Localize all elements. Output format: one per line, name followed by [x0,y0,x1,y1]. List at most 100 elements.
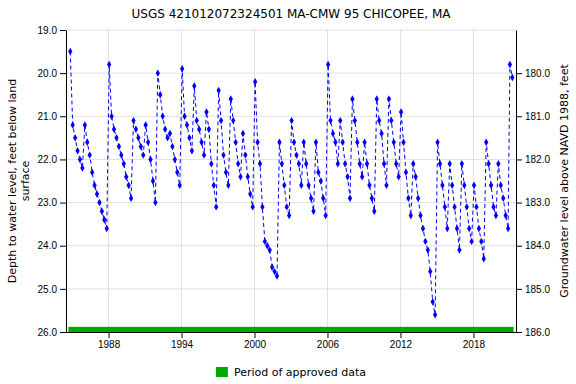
y-axis: 19.020.021.022.023.024.025.026.0 [38,25,67,338]
marker [243,151,247,158]
marker [297,160,301,167]
tick-label: 181.0 [525,111,550,122]
tick-label: 19.0 [38,25,58,36]
series-line [70,52,512,315]
marker [226,182,230,189]
marker [234,138,238,145]
marker [71,121,75,128]
tick-label: 2000 [244,339,267,350]
tick-mark [60,203,66,204]
marker [404,169,408,176]
marker [414,173,418,180]
marker [382,160,386,167]
marker [102,216,106,223]
tick-mark [60,332,66,333]
marker [360,173,364,180]
marker [153,199,157,206]
tick-mark [327,332,328,338]
marker [306,182,310,189]
y-axis-label-line: Depth to water level, feet below land [6,79,19,284]
grid-line-y [66,73,516,74]
tick-label: 185.0 [525,284,550,295]
marker [418,212,422,219]
tick-mark [60,159,66,160]
grid-line-y [66,159,516,160]
chart: 19881994200020062012201819.020.021.022.0… [0,0,576,384]
marker [491,203,495,210]
marks [68,48,514,332]
marker [316,169,320,176]
marker [236,160,240,167]
marker [119,151,123,158]
marker [508,61,512,68]
legend: Period of approved data [216,366,366,379]
marker [134,126,138,133]
marker [105,225,109,232]
marker [331,130,335,137]
marker [139,143,143,150]
marker [333,138,337,145]
marker [287,212,291,219]
marker [465,203,469,210]
marker [501,195,505,202]
marker [474,203,478,210]
tick-label: 2006 [317,339,340,350]
tick: 1994 [171,332,194,350]
marker [114,134,118,141]
marker [224,169,228,176]
marker [472,182,476,189]
tick-mark [60,73,66,74]
marker [299,182,303,189]
marker [457,246,461,253]
grid-line-y [66,245,516,246]
marker [486,160,490,167]
y2-axis-label: Groundwater level above NAVD 1988, feet [558,64,571,298]
tick-label: 1994 [171,339,194,350]
marker [90,169,94,176]
marker [477,225,481,232]
marker [443,203,447,210]
marker [350,95,354,102]
marker [95,190,99,197]
marker [148,156,152,163]
marker [241,130,245,137]
marker [190,147,194,154]
marker [112,126,116,133]
marker [285,203,289,210]
marker [377,117,381,124]
marker [355,138,359,145]
marker [421,225,425,232]
series-markers [68,48,514,319]
tick: 25.0 [38,284,66,295]
tick: 2018 [463,332,486,350]
marker [238,173,242,180]
marker [392,138,396,145]
tick-mark [400,332,401,338]
marker [510,74,514,81]
marker [209,160,213,167]
tick: 1988 [98,332,121,350]
marker [484,138,488,145]
marker [504,212,508,219]
marker [328,117,332,124]
marker [146,138,150,145]
tick-label: 23.0 [38,197,58,208]
marker [370,195,374,202]
tick-label: 186.0 [525,327,550,338]
grid-line-x [254,30,255,332]
marker [428,268,432,275]
tick: 2006 [317,332,340,350]
tick-mark [60,246,66,247]
marker [168,130,172,137]
marker [372,207,376,214]
marker [124,173,128,180]
marker [173,156,177,163]
marker [448,160,452,167]
marker [319,177,323,184]
tick: 19.0 [38,25,66,36]
tick-label: 184.0 [525,240,550,251]
tick-label: 183.0 [525,197,550,208]
marker [180,65,184,72]
marker [348,195,352,202]
title: USGS 421012072324501 MA-CMW 95 CHICOPEE,… [132,7,452,21]
